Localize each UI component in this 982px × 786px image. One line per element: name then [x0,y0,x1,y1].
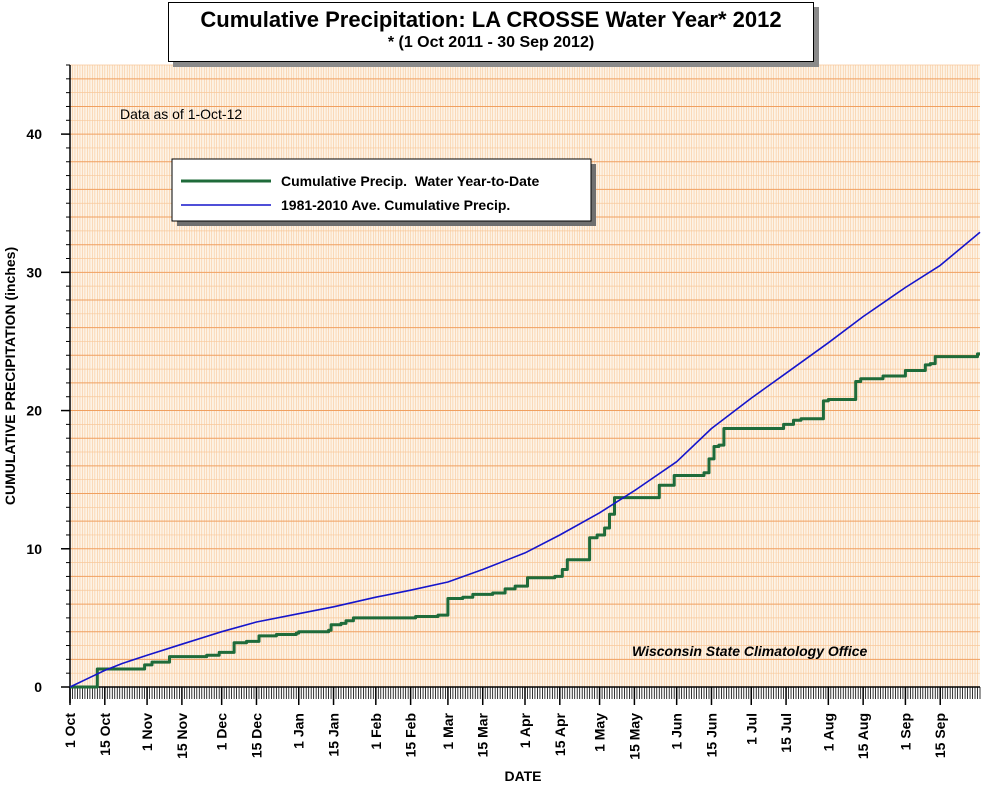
y-tick-label: 20 [26,403,42,419]
legend-box [171,158,592,222]
x-tick-label: 1 Nov [139,713,155,751]
y-tick-label: 40 [26,126,42,142]
x-tick-label: 15 Oct [97,713,113,756]
x-tick-label: 15 Jun [703,713,719,757]
x-tick-label: 1 Sep [897,713,913,750]
legend-label-observed: Cumulative Precip. Water Year-to-Date [281,173,540,189]
grid-lines [70,64,980,687]
x-tick-label: 15 Sep [932,713,948,758]
x-tick-label: 1 Feb [368,713,384,750]
x-tick-label: 1 May [592,713,608,752]
x-tick-label: 15 Jan [326,713,342,757]
y-tick-label: 30 [26,264,42,280]
legend: Cumulative Precip. Water Year-to-Date 19… [171,158,596,226]
chart-subtitle: * (1 Oct 2011 - 30 Sep 2012) [387,34,595,51]
x-tick-label: 1 Aug [820,713,836,751]
x-tick-label: 15 Aug [855,713,871,759]
annotation-data-as-of: Data as of 1-Oct-12 [120,106,242,122]
x-tick-label: 1 Apr [517,712,533,748]
x-tick-label: 1 Jan [291,713,307,749]
x-tick-label: 15 May [626,713,642,760]
x-tick-label: 1 Jun [669,713,685,750]
x-tick-label: 1 Jul [743,713,759,745]
x-tick-label: 15 Dec [248,713,264,758]
y-axis: 0 10 20 30 40 [26,64,71,703]
y-axis-title: CUMULATIVE PRECIPITATION (inches) [2,247,18,505]
series-layer [69,231,981,689]
title-box: Cumulative Precipitation: LA CROSSE Wate… [168,2,814,62]
credit-label: Wisconsin State Climatology Office [632,643,868,659]
x-tick-label: 1 Dec [214,713,230,751]
x-tick-label: 1 Mar [440,712,456,749]
x-tick-label: 1 Oct [62,713,78,748]
x-tick-label: 15 Feb [403,713,419,757]
x-tick-label: 15 Jul [778,713,794,753]
x-axis-title: DATE [504,768,541,784]
y-tick-label: 0 [34,679,42,695]
y-tick-label: 10 [26,541,42,557]
x-tick-label: 15 Apr [552,712,568,756]
legend-label-average: 1981-2010 Ave. Cumulative Precip. [281,197,510,213]
x-axis: 1 Oct 15 Oct 1 Nov 15 Nov 1 Dec 15 Dec 1 Jan 15… [62,686,981,760]
chart-title: Cumulative Precipitation: LA CROSSE Wate… [200,7,782,32]
series-line-observed [70,352,980,689]
series-line-average [69,231,981,688]
x-tick-label: 15 Nov [174,713,190,759]
x-tick-label: 15 Mar [475,712,491,757]
